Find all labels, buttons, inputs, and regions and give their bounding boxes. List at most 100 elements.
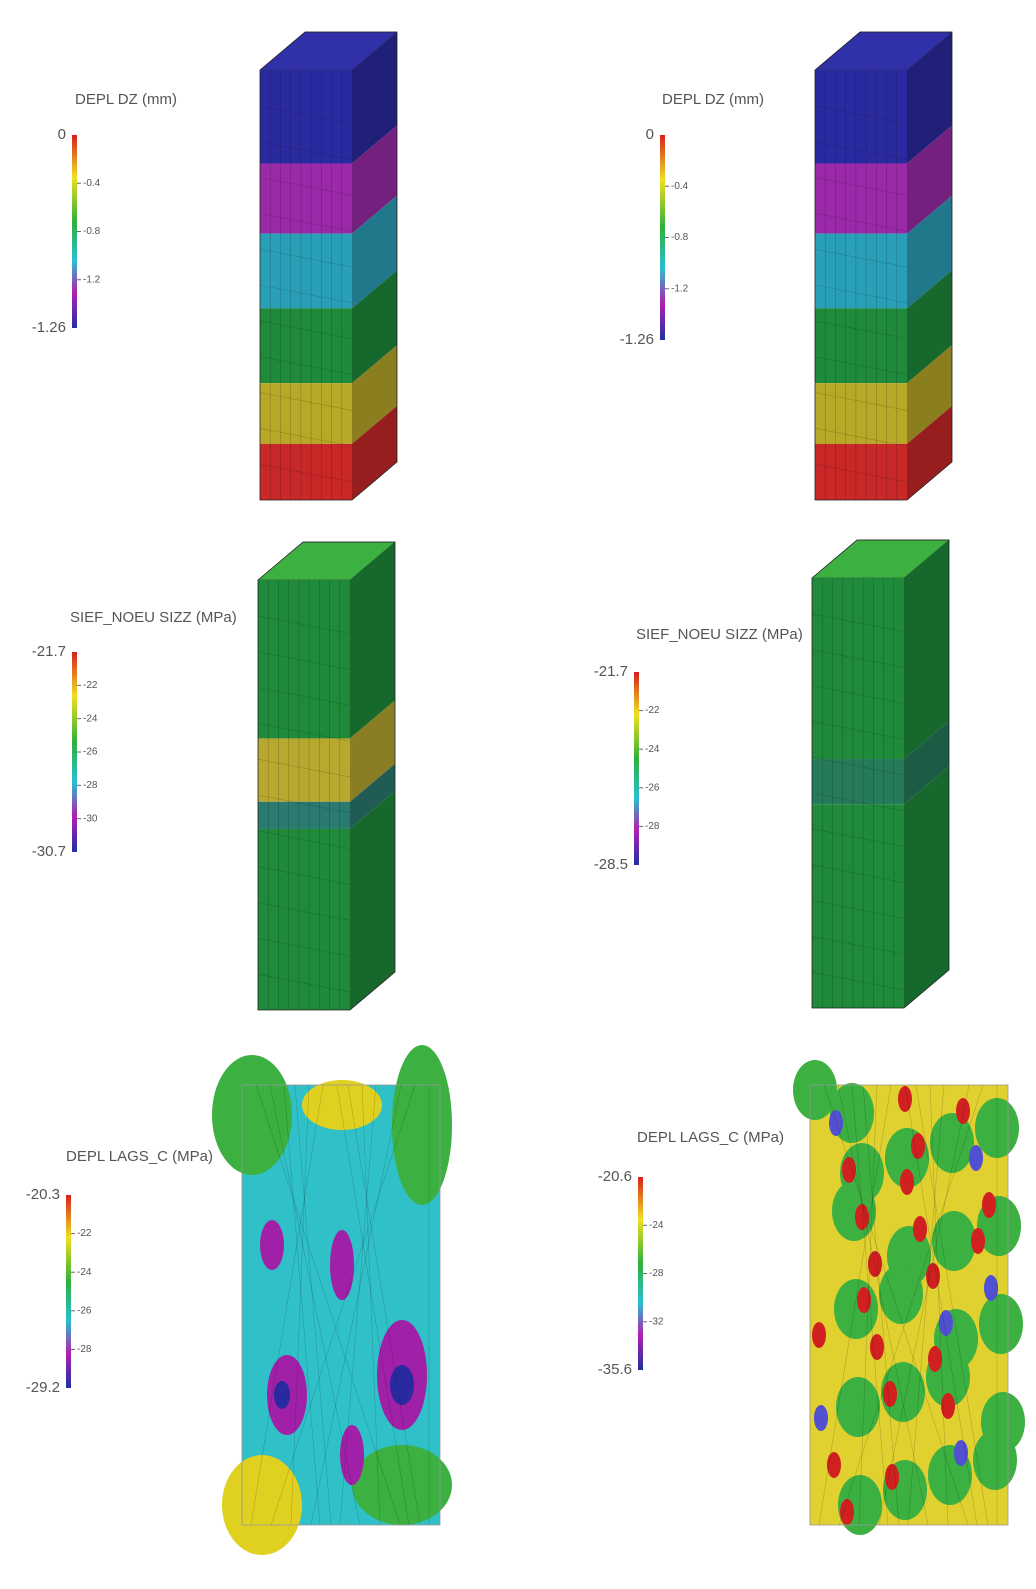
box-outline	[257, 541, 396, 1011]
contour-core	[971, 1228, 985, 1254]
contour-core	[390, 1365, 414, 1405]
mesh-line	[838, 1084, 984, 1526]
legend-title: SIEF_NOEU SIZZ (MPa)	[70, 609, 237, 626]
box-side-band	[907, 32, 952, 164]
box-side-band	[350, 542, 395, 739]
box-front-band	[812, 804, 904, 1008]
box-front-band	[260, 233, 352, 309]
contour-core	[926, 1263, 940, 1289]
box-front-band	[815, 308, 907, 384]
mesh-line	[915, 1084, 989, 1526]
contour-core	[911, 1133, 925, 1159]
colorbar-tick-label: -24	[77, 1267, 92, 1278]
mesh-line	[257, 794, 351, 814]
contour-core	[868, 1251, 882, 1277]
mesh-line	[259, 320, 353, 340]
colorbar-tick-label: -28	[649, 1268, 664, 1279]
box-front-band	[812, 578, 904, 760]
contour-patch	[932, 1211, 976, 1271]
mesh-line	[878, 1084, 970, 1526]
mesh-line	[811, 649, 905, 668]
plot-border	[241, 1084, 441, 1526]
colorbar-tick-label: -22	[77, 1228, 92, 1239]
contour-core	[260, 1220, 284, 1270]
mesh-line	[814, 320, 908, 340]
contour-patch	[392, 1045, 452, 1205]
box-outline	[811, 539, 950, 1009]
colorbar	[72, 135, 77, 328]
box-front-band	[260, 308, 352, 384]
mesh-line	[814, 392, 908, 411]
mesh-line	[837, 1084, 929, 1526]
contour-core	[842, 1157, 856, 1183]
contour-patch	[793, 1060, 837, 1120]
mesh-line	[310, 1084, 402, 1526]
contour-core	[274, 1381, 290, 1409]
mesh-line	[814, 428, 908, 447]
mesh-line	[361, 1084, 381, 1526]
legend-title: DEPL LAGS_C (MPa)	[637, 1129, 784, 1146]
colorbar	[660, 135, 665, 340]
colorbar-tick-label: -32	[649, 1316, 664, 1327]
mesh-line	[259, 105, 353, 125]
legend-min: -1.26	[32, 319, 66, 336]
contour-core	[956, 1098, 970, 1124]
mesh-line	[257, 758, 351, 778]
mesh-line	[811, 792, 905, 812]
colorbar	[66, 1195, 71, 1388]
contour-core	[913, 1216, 927, 1242]
colorbar-tick-label: -22	[645, 705, 660, 716]
mesh-line	[814, 248, 908, 268]
box-side-band	[352, 125, 397, 234]
box-side-band	[350, 763, 395, 829]
legend-max: 0	[58, 126, 66, 143]
mesh-box	[259, 31, 398, 501]
colorbar-tick-label: -24	[83, 713, 98, 724]
mesh-line	[814, 213, 908, 232]
contour-core	[885, 1464, 899, 1490]
mesh-box	[811, 539, 950, 1009]
mesh-line	[851, 1084, 889, 1526]
box-front-band	[260, 443, 352, 500]
legend-title: DEPL LAGS_C (MPa)	[66, 1148, 213, 1165]
box-front-band	[815, 233, 907, 309]
contour-core	[928, 1346, 942, 1372]
colorbar	[634, 672, 639, 865]
mesh-line	[257, 938, 351, 957]
mesh-line	[259, 463, 353, 483]
box-side-band	[352, 405, 397, 500]
box-side-band	[904, 540, 949, 760]
contour-core	[814, 1405, 828, 1431]
mesh-line	[929, 1084, 949, 1526]
mesh-line	[811, 864, 905, 883]
mesh-line	[336, 1084, 410, 1526]
legend-min: -30.7	[32, 843, 66, 860]
box-side-band	[352, 32, 397, 164]
contour-core	[969, 1145, 983, 1171]
contour-core	[840, 1499, 854, 1525]
mesh-line	[339, 1084, 377, 1526]
box-front-band	[812, 759, 904, 805]
contour-patch	[979, 1294, 1023, 1354]
contour-core	[827, 1452, 841, 1478]
contour-patch	[881, 1362, 925, 1422]
contour-patch	[352, 1445, 452, 1525]
box-side-band	[352, 345, 397, 444]
contour-core	[954, 1440, 968, 1466]
mesh-line	[811, 721, 905, 740]
contour-core	[855, 1204, 869, 1230]
mesh-line	[259, 177, 353, 196]
mesh-line	[259, 392, 353, 411]
box-front-band	[260, 70, 352, 164]
colorbar-tick-label: -24	[649, 1220, 664, 1231]
mesh-line	[818, 1084, 892, 1526]
mesh-line	[823, 1084, 969, 1526]
mesh-line	[257, 651, 351, 670]
legend-min: -1.26	[620, 331, 654, 348]
contour-core	[340, 1425, 364, 1485]
box-side-band	[907, 405, 952, 500]
mesh-line	[811, 685, 905, 704]
box-side-band	[907, 345, 952, 444]
colorbar-tick-label: -1.2	[671, 283, 689, 294]
box-front-band	[815, 70, 907, 164]
